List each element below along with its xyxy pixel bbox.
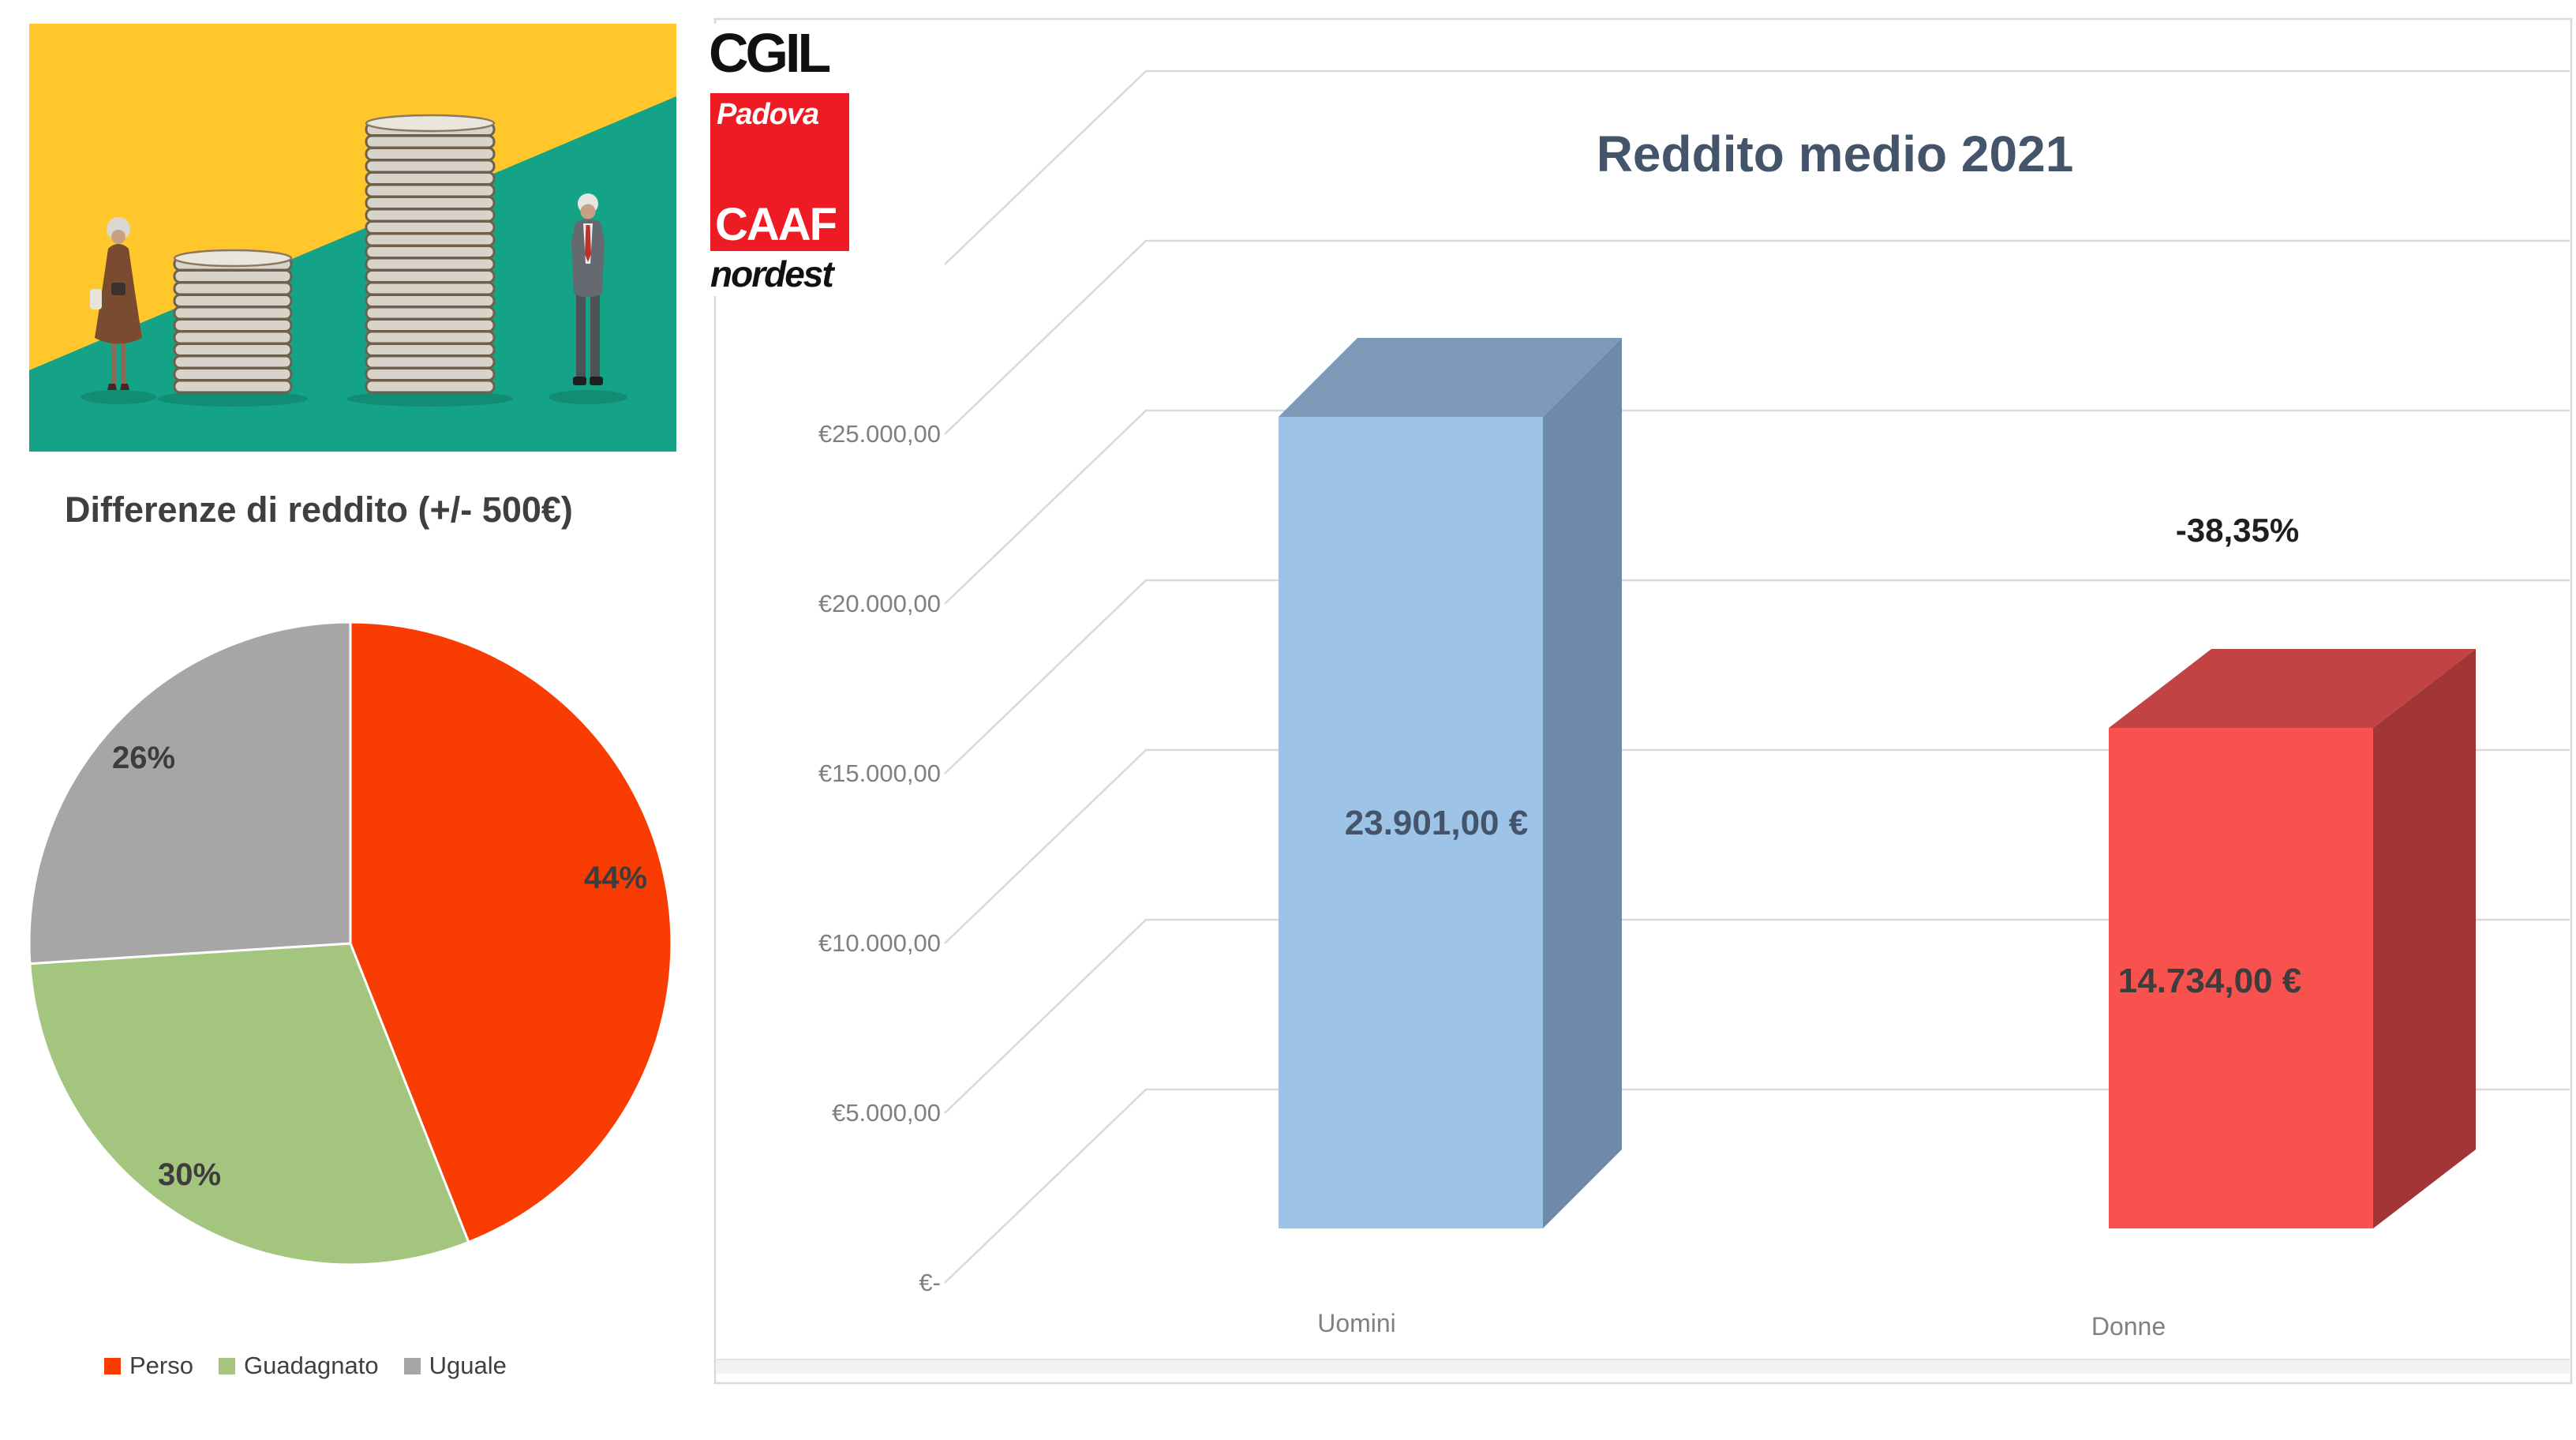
bar-uomini [1279, 338, 1622, 1228]
pie-chart [28, 621, 673, 1266]
gridlines [944, 69, 2570, 1284]
man-figure [571, 193, 605, 385]
y-axis-label-5000: €5.000,00 [832, 1099, 941, 1127]
bar-donne-front [2109, 728, 2373, 1228]
pie-chart-title: Differenze di reddito (+/- 500€) [65, 489, 573, 530]
legend-item-guadagnato: Guadagnato [218, 1352, 379, 1380]
logo-padova-text: Padova [717, 98, 819, 131]
bar-donne-side [2373, 649, 2476, 1228]
coin-stack-short [173, 249, 293, 394]
logo-red-box: Padova CAAF [710, 93, 849, 251]
y-axis-label-0: €- [919, 1269, 941, 1296]
pie-label-guadagnato: 30% [157, 1157, 222, 1192]
legend-label-guadagnato: Guadagnato [243, 1352, 379, 1379]
woman-figure [90, 217, 142, 390]
pie-slice-guadagnato [28, 942, 470, 1266]
chart-floor [717, 1359, 2570, 1374]
pie-label-uguale: 26% [111, 741, 176, 775]
cgil-caaf-logo: CGIL Padova CAAF nordest [707, 24, 865, 296]
pie-label-perso: 44% [583, 861, 648, 895]
value-label-donne: 14.734,00 € [2117, 962, 2302, 1000]
bar-donne-top [2109, 649, 2476, 728]
legend-item-uguale: Uguale [403, 1352, 507, 1380]
legend-item-perso: Perso [104, 1352, 193, 1380]
y-axis-label-15000: €15.000,00 [818, 759, 941, 787]
legend-swatch-uguale-icon [403, 1357, 421, 1374]
y-axis-label-10000: €10.000,00 [818, 929, 941, 957]
category-label-donne: Donne [2091, 1312, 2166, 1341]
delta-annotation: -38,35% [2175, 512, 2300, 549]
y-axis-label-20000: €20.000,00 [818, 590, 941, 617]
logo-caaf-text: CAAF [715, 199, 837, 250]
legend-label-perso: Perso [129, 1352, 193, 1379]
coin-stack-tall [365, 114, 496, 394]
hero-photo [29, 24, 676, 452]
logo-nordest-text: nordest [710, 253, 834, 294]
legend-swatch-guadagnato-icon [218, 1357, 235, 1374]
category-label-uomini: Uomini [1317, 1309, 1396, 1337]
bar-donne [2109, 649, 2476, 1228]
y-axis-label-25000: €25.000,00 [818, 420, 941, 448]
bar-chart-title: Reddito medio 2021 [1596, 126, 2074, 182]
bar-uomini-front [1279, 417, 1543, 1228]
pie-slice-uguale [28, 621, 352, 966]
legend-swatch-perso-icon [104, 1357, 121, 1374]
logo-cgil-text: CGIL [709, 22, 831, 84]
legend-label-uguale: Uguale [429, 1352, 507, 1379]
pie-legend: Perso Guadagnato Uguale [104, 1352, 507, 1380]
bar-uomini-top [1279, 338, 1622, 417]
bar-uomini-side [1543, 338, 1622, 1228]
value-label-uomini: 23.901,00 € [1344, 804, 1529, 842]
bar-chart-panel [713, 17, 2573, 1385]
pie-slice-perso [349, 621, 673, 1244]
